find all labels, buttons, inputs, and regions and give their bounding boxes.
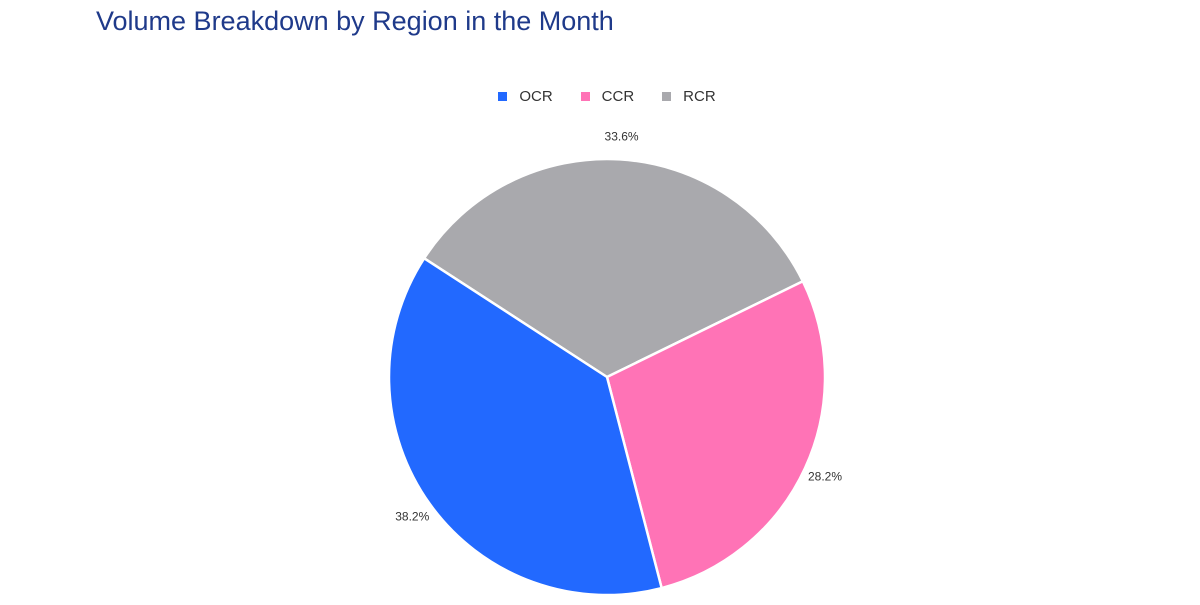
slice-label-ocr: 38.2% — [395, 509, 429, 523]
pie-slice-ccr[interactable] — [605, 280, 827, 590]
pie-slice-rcr[interactable] — [422, 157, 805, 379]
legend-label-rcr: RCR — [683, 87, 716, 105]
legend: OCR CCR RCR — [0, 86, 1200, 106]
slice-label-ccr: 28.2% — [808, 470, 842, 484]
legend-item-ccr[interactable]: CCR — [580, 87, 635, 105]
legend-swatch-rcr — [662, 91, 672, 101]
legend-swatch-ccr — [580, 91, 590, 101]
pie-slice-ocr[interactable] — [387, 257, 663, 597]
chart-title: Volume Breakdown by Region in the Month — [96, 6, 614, 36]
pie-slices — [387, 157, 827, 597]
legend-item-rcr[interactable]: RCR — [662, 88, 716, 105]
legend-swatch-ocr — [498, 91, 508, 101]
legend-item-ocr[interactable]: OCR — [498, 87, 553, 105]
slice-label-rcr: 33.6% — [605, 130, 639, 144]
legend-label-ccr: CCR — [601, 87, 635, 105]
pie-labels: 33.6% 28.2% 38.2% — [395, 130, 842, 524]
legend-label-ocr: OCR — [519, 87, 553, 105]
